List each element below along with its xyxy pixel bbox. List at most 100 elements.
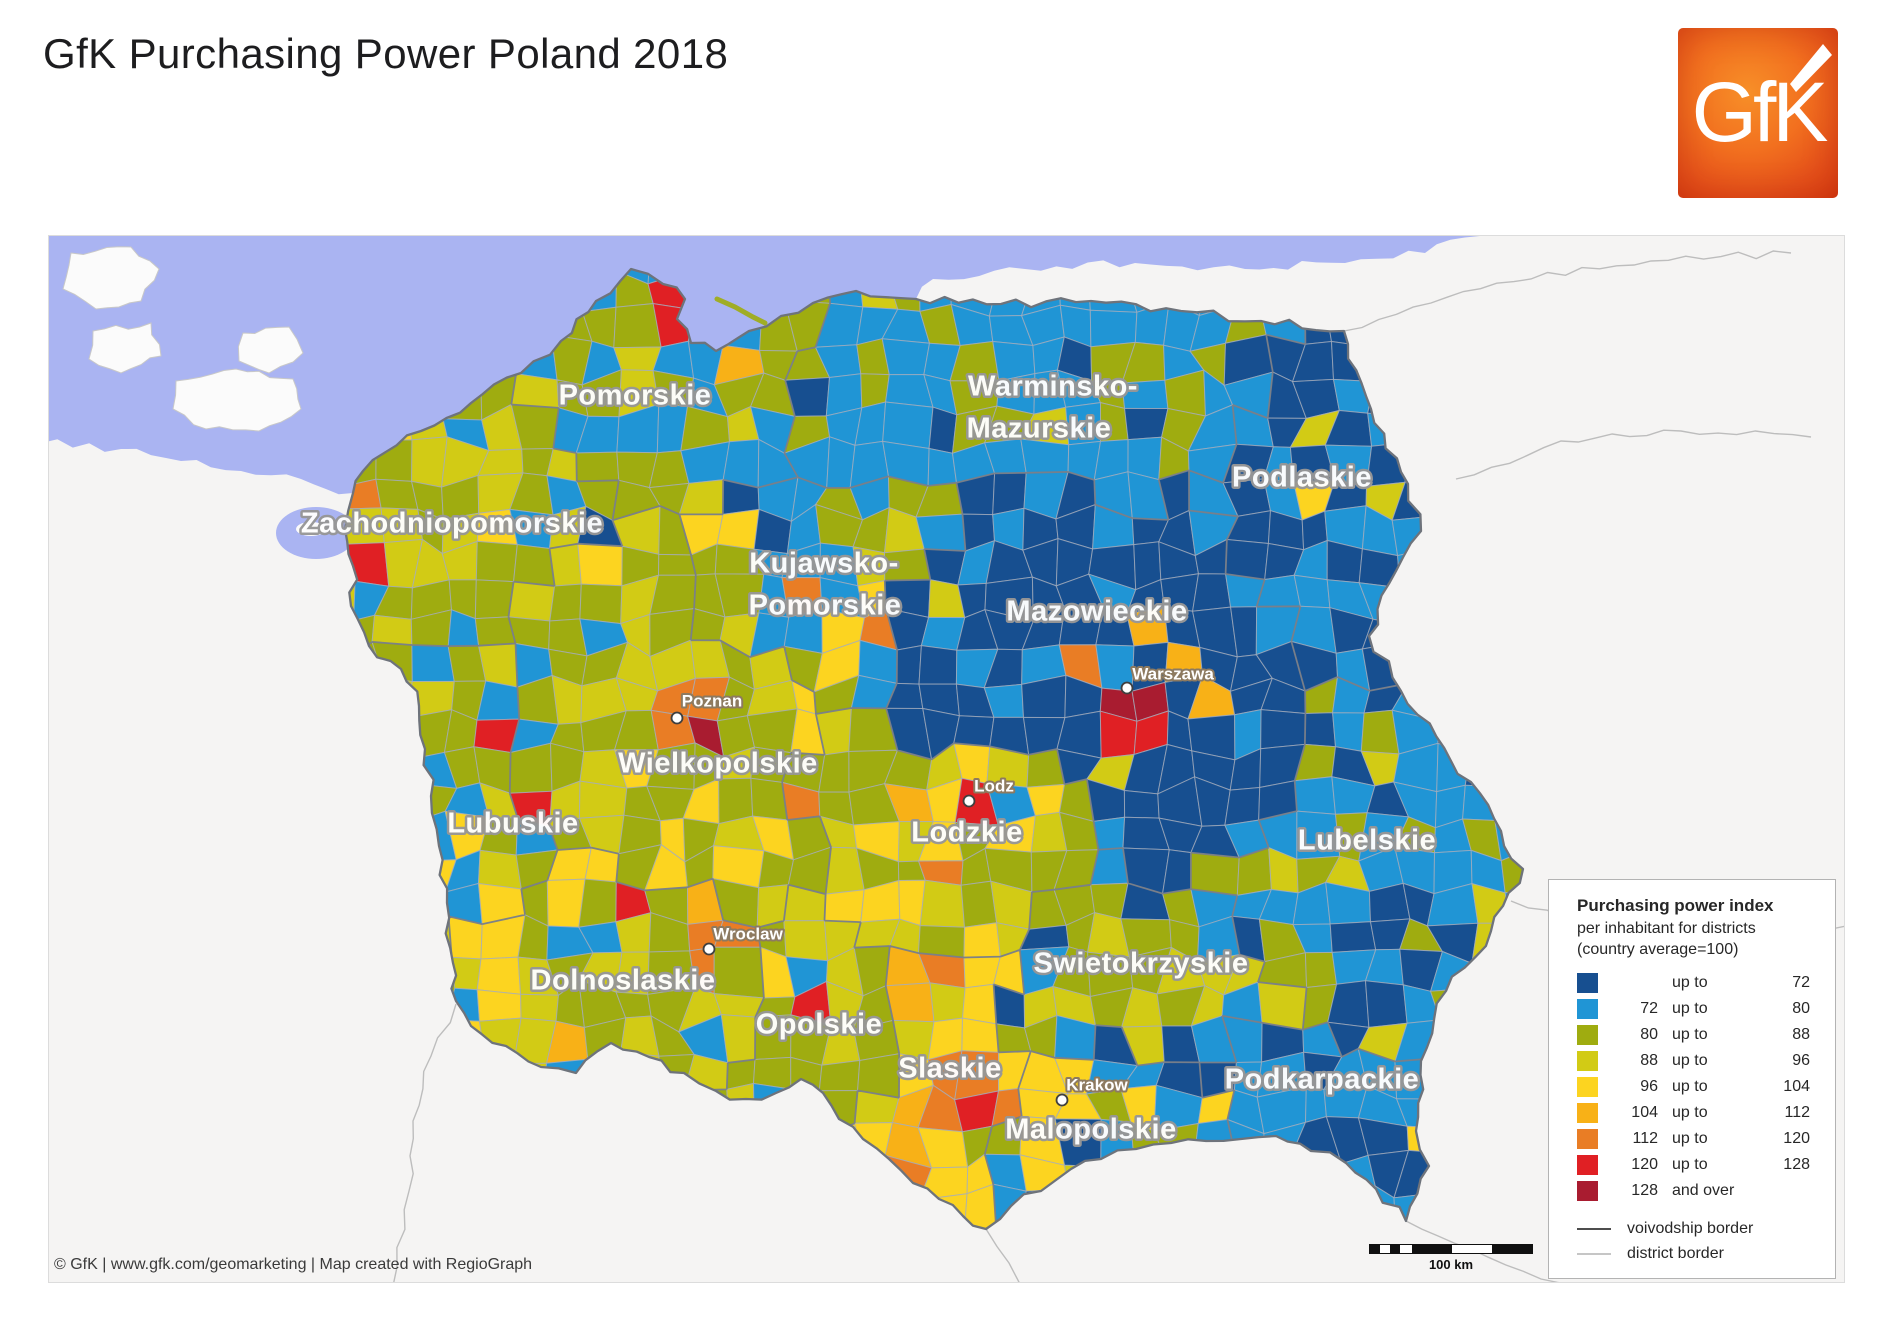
island [237, 326, 304, 374]
legend-to: 96 [1792, 1051, 1810, 1069]
poland-map: Pomorskie Zachodniopomorskie Warminsko- Maz… [49, 236, 1844, 1282]
city-dot-krakow [1055, 1093, 1069, 1107]
logo-slash-icon [1790, 44, 1832, 92]
gfk-logo: GfK [1678, 28, 1838, 198]
legend-from: 80 [1640, 1025, 1658, 1043]
copyright-text: © GfK | www.gfk.com/geomarketing | Map c… [54, 1256, 533, 1273]
country-border [1405, 1220, 1560, 1282]
legend-from: 112 [1632, 1129, 1658, 1147]
legend-from: 128 [1631, 1181, 1658, 1199]
legend-row: up to 72 [1577, 970, 1817, 996]
legend-to: 128 [1783, 1155, 1810, 1173]
city-label-lodz: Lodz [974, 776, 1014, 795]
legend-line-label: district border [1627, 1245, 1724, 1263]
voivodship-label-dolnoslaskie: Dolnoslaskie [531, 965, 716, 997]
scale-bar: 100 km [1369, 1244, 1533, 1272]
legend-swatch [1577, 1102, 1598, 1123]
city-label-poznan: Poznan [682, 691, 742, 710]
legend-line-swatch [1577, 1253, 1611, 1256]
voivodship-label-wielkopolskie: Wielkopolskie [618, 748, 818, 780]
baltic-sea [49, 236, 1480, 495]
legend-swatch [1577, 1128, 1598, 1149]
legend-operator: up to [1672, 1025, 1708, 1043]
legend-line-swatch [1577, 1228, 1611, 1231]
voivodship-label-lubelskie: Lubelskie [1298, 825, 1436, 857]
legend-subtitle-1: per inhabitant for districts [1577, 920, 1756, 937]
legend-operator: up to [1672, 1103, 1708, 1121]
legend-rows: up to 72 72 up to 80 80 up to 88 88 up to 96 96 up t… [1577, 970, 1817, 1204]
legend-row: 104 up to 112 [1577, 1100, 1817, 1126]
voivodship-label-podkarpackie: Podkarpackie [1225, 1064, 1420, 1096]
city-dot-wroclaw [702, 942, 716, 956]
city-label-krakow: Krakow [1066, 1075, 1128, 1094]
districts-layer [345, 269, 1523, 1229]
legend-row: 128 and over [1577, 1178, 1817, 1204]
legend-swatch [1577, 972, 1598, 993]
legend-to: 112 [1784, 1103, 1810, 1121]
voivodship-label-malopolskie: Malopolskie [1005, 1114, 1177, 1146]
country-border [1455, 429, 1812, 480]
legend-from: 88 [1640, 1051, 1658, 1069]
voivodship-label-lodzkie: Lodzkie [911, 817, 1022, 849]
legend-from: 72 [1640, 999, 1658, 1017]
legend-row: 72 up to 80 [1577, 996, 1817, 1022]
voivodship-label-pomorskie: Pomorskie [559, 380, 712, 412]
scale-bar-label: 100 km [1428, 1257, 1474, 1272]
legend-line-label: voivodship border [1627, 1220, 1754, 1238]
legend-operator: up to [1672, 1051, 1708, 1069]
legend-from: 104 [1631, 1103, 1658, 1121]
legend-operator: up to [1672, 1129, 1708, 1147]
country-border [1343, 250, 1792, 332]
city-dot-lodz [962, 794, 976, 808]
legend-operator: up to [1672, 1077, 1708, 1095]
city-label-warszawa: Warszawa [1132, 664, 1214, 683]
legend-subtitle-2: (country average=100) [1577, 940, 1739, 958]
legend-swatch [1577, 1180, 1598, 1201]
legend-to: 72 [1792, 973, 1810, 991]
country-border [393, 1003, 457, 1282]
island [88, 322, 162, 374]
legend-swatch [1577, 998, 1598, 1019]
voivodship-label-podlaskie: Podlaskie [1232, 462, 1372, 494]
island [172, 368, 302, 432]
voivodship-label-opolskie: Opolskie [756, 1009, 883, 1041]
voivodship-label-lubuskie: Lubuskie [447, 808, 578, 840]
legend-to: 80 [1792, 999, 1810, 1017]
legend-operator: and over [1672, 1181, 1735, 1199]
voivodship-label-slaskie: Slaskie [898, 1053, 1001, 1085]
legend-border-lines: voivodship border district border [1577, 1217, 1817, 1267]
city-label-wroclaw: Wroclaw [713, 924, 783, 943]
island [62, 246, 160, 310]
legend-operator: up to [1672, 1155, 1708, 1173]
legend-row: 96 up to 104 [1577, 1074, 1817, 1100]
voivodship-label-kujawsko-pomorskie: Pomorskie [749, 590, 902, 622]
legend-operator: up to [1672, 999, 1708, 1017]
voivodship-label-warminsko-mazurskie: Mazurskie [967, 413, 1112, 445]
poland-border [343, 267, 1525, 1231]
legend-swatch [1577, 1154, 1598, 1175]
voivodship-label-swietokrzyskie: Swietokrzyskie [1034, 948, 1249, 980]
map-frame: Pomorskie Zachodniopomorskie Warminsko- Maz… [48, 235, 1845, 1283]
voivodship-label-zachodniopomorskie: Zachodniopomorskie [301, 508, 603, 540]
scale-bar-segments [1369, 1244, 1533, 1254]
legend-from: 120 [1631, 1155, 1658, 1173]
legend-to: 104 [1783, 1077, 1810, 1095]
lagoon-island [296, 522, 326, 536]
legend-line-row: voivodship border [1577, 1217, 1817, 1242]
city-dot-poznan [670, 711, 684, 725]
voivodship-label-warminsko-mazurskie: Warminsko- [968, 371, 1138, 403]
legend-to: 88 [1792, 1025, 1810, 1043]
page-title: GfK Purchasing Power Poland 2018 [43, 30, 729, 77]
legend-line-row: district border [1577, 1242, 1817, 1267]
voivodship-label-kujawsko-pomorskie: Kujawsko- [749, 548, 899, 580]
hel-peninsula [714, 296, 768, 326]
legend-swatch [1577, 1024, 1598, 1045]
legend-swatch [1577, 1050, 1598, 1071]
voivodship-label-mazowieckie: Mazowieckie [1006, 596, 1187, 628]
legend-title: Purchasing power index [1577, 896, 1774, 915]
legend-from: 96 [1640, 1077, 1658, 1095]
legend-operator: up to [1672, 973, 1708, 991]
city-dot-warszawa [1120, 681, 1134, 695]
gfk-logo-text: GfK [1691, 65, 1829, 159]
